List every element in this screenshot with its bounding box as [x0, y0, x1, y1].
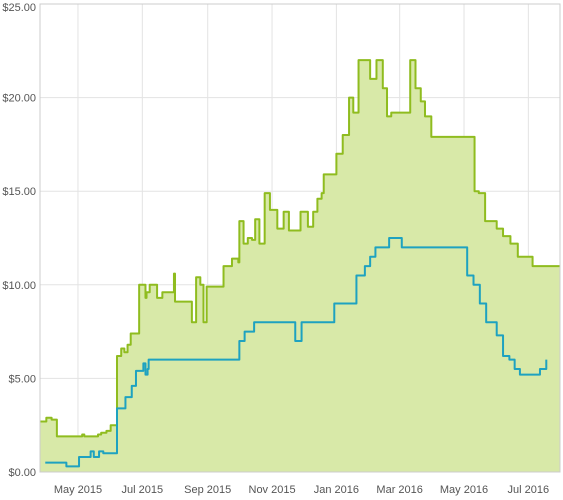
y-tick-label: $20.00 [2, 93, 36, 105]
series-0-area [40, 60, 560, 472]
x-tick-label: Jan 2016 [314, 484, 359, 496]
x-tick-label: May 2016 [440, 484, 488, 496]
plot-frame [39, 3, 561, 473]
series-1-line [45, 237, 548, 468]
x-tick-label: Nov 2015 [249, 484, 296, 496]
y-tick-label: $0.00 [8, 467, 36, 479]
x-tick-label: May 2015 [54, 484, 102, 496]
x-tick-label: Jul 2015 [122, 484, 164, 496]
x-tick-label: Sep 2015 [184, 484, 231, 496]
series-0-line [40, 59, 560, 438]
y-tick-label: $5.00 [8, 373, 36, 385]
x-tick-label: Mar 2016 [376, 484, 422, 496]
y-tick-label: $15.00 [2, 186, 36, 198]
y-tick-label: $25.00 [2, 2, 36, 14]
series-layer [40, 59, 560, 472]
x-axis-tick-labels: May 2015 Jul 2015 Sep 2015 Nov 2015 Jan 2016… [54, 484, 549, 496]
y-tick-label: $10.00 [2, 280, 36, 292]
x-tick-label: Jul 2016 [508, 484, 550, 496]
y-axis-tick-labels: $0.00 $5.00 $10.00 $15.00 $20.00 $25.00 [2, 2, 36, 479]
